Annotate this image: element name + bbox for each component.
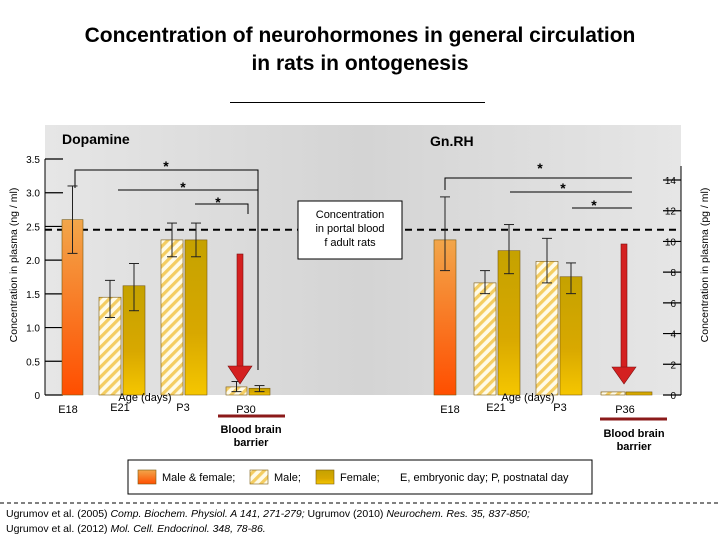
dopamine-decline-arrow-head: [227, 365, 253, 385]
dopamine-significance-star: *: [163, 158, 169, 174]
dopamine-y-axis-label: Concentration in plasma (ng / ml): [8, 188, 20, 343]
gnrh-bar: [473, 282, 497, 396]
gnrh-significance-star: *: [591, 197, 597, 213]
ref-journal-1: Comp. Biochem. Physiol. A 141, 271-279;: [110, 508, 308, 520]
legend-label-male: Male;: [274, 472, 301, 484]
dopamine-y-tick-label: 3.5: [26, 155, 40, 166]
gnrh-y-tick-label: 0: [670, 391, 676, 402]
portal-note-text: f adult rats: [324, 237, 376, 249]
ref-authors-1: Ugrumov et al. (2005): [6, 508, 111, 520]
gnrh-y-tick-label: 14: [665, 176, 677, 187]
dopamine-significance-bracket: [118, 189, 259, 200]
dopamine-significance-bracket: [74, 169, 259, 370]
dopamine-bar: [184, 239, 208, 396]
gnrh-barrier-label: Blood brain: [603, 428, 664, 440]
ref-authors-2: Ugrumov (2010): [307, 508, 387, 520]
gnrh-y-tick-label: 8: [670, 268, 676, 279]
gnrh-decline-arrow-head: [611, 366, 637, 385]
dopamine-y-tick-label: 0.5: [26, 357, 40, 368]
legend-swatch-male: [249, 469, 269, 485]
dopamine-significance-bracket: [195, 203, 249, 214]
dopamine-bar: [160, 239, 184, 396]
legend-swatch-male-female: [137, 469, 157, 485]
title-line-1: Concentration of neurohormones in genera…: [84, 24, 636, 47]
gnrh-bar: [559, 276, 583, 396]
gnrh-significance-bracket: [444, 177, 632, 190]
dopamine-y-tick-label: 2.5: [26, 222, 40, 233]
gnrh-x-tick-label: E18: [440, 404, 460, 416]
dopamine-y-tick-label: 1.5: [26, 290, 40, 301]
gnrh-x-axis-label: Age (days): [501, 392, 554, 404]
title-line-2: in rats in ontogenesis: [251, 52, 469, 75]
gnrh-x-tick-label: P36: [615, 404, 635, 416]
gnrh-decline-arrow-shaft: [620, 243, 628, 369]
legend-abbreviations: E, embryonic day; P, postnatal day: [400, 472, 569, 484]
dopamine-y-tick-label: 1.0: [26, 324, 40, 335]
dopamine-x-tick-label: P3: [176, 402, 189, 414]
gnrh-x-tick-label: P3: [553, 402, 566, 414]
dopamine-x-tick-label: P30: [236, 404, 256, 416]
gnrh-y-axis-label: Concentration in plasma (pg / ml): [699, 188, 711, 343]
gnrh-y-tick-label: 12: [665, 207, 677, 218]
legend-swatch-female: [315, 469, 335, 485]
portal-note-box: [297, 200, 403, 260]
gnrh-y-tick-label: 10: [665, 237, 677, 248]
gnrh-x-tick-label: E21: [486, 402, 506, 414]
gnrh-bar: [600, 391, 626, 396]
gnrh-significance-star: *: [560, 180, 566, 196]
dopamine-y-tick-label: 2.0: [26, 256, 40, 267]
chart-title: Concentration of neurohormones in genera…: [0, 22, 720, 78]
dopamine-significance-star: *: [215, 194, 221, 210]
references: Ugrumov et al. (2005) Comp. Biochem. Phy…: [6, 507, 720, 537]
portal-note-text: in portal blood: [315, 223, 384, 235]
reference-line-1: Ugrumov et al. (2005) Comp. Biochem. Phy…: [6, 507, 720, 522]
portal-note-text: Concentration: [316, 209, 385, 221]
gnrh-y-tick-label: 2: [670, 360, 676, 371]
gnrh-barrier-label: barrier: [617, 441, 653, 453]
dopamine-x-tick-label: E21: [110, 402, 130, 414]
legend-box: [127, 459, 593, 495]
gnrh-panel-title: Gn.RH: [430, 133, 474, 149]
legend-label-female: Female;: [340, 472, 380, 484]
title-underline: [230, 102, 485, 103]
dopamine-decline-arrow-shaft: [236, 253, 244, 368]
dopamine-y-tick-label: 0: [34, 391, 40, 402]
dopamine-y-tick-label: 3.0: [26, 189, 40, 200]
ref-authors-3: Ugrumov et al. (2012): [6, 523, 111, 535]
dopamine-significance-star: *: [180, 179, 186, 195]
dopamine-x-tick-label: E18: [58, 404, 78, 416]
gnrh-significance-star: *: [537, 160, 543, 176]
dopamine-barrier-label: Blood brain: [220, 424, 281, 436]
dopamine-barrier-label: barrier: [234, 437, 270, 449]
ref-journal-3: Mol. Cell. Endocrinol. 348, 78-86.: [110, 523, 266, 535]
dopamine-panel-title: Dopamine: [62, 131, 130, 147]
legend-label-male-female: Male & female;: [162, 472, 235, 484]
gnrh-bar: [625, 391, 653, 396]
gnrh-y-tick-label: 4: [670, 330, 676, 341]
reference-line-2: Ugrumov et al. (2012) Mol. Cell. Endocri…: [6, 522, 720, 537]
dopamine-x-axis-label: Age (days): [118, 392, 171, 404]
gnrh-y-tick-label: 6: [670, 299, 676, 310]
ref-journal-2: Neurochem. Res. 35, 837-850;: [386, 508, 530, 520]
